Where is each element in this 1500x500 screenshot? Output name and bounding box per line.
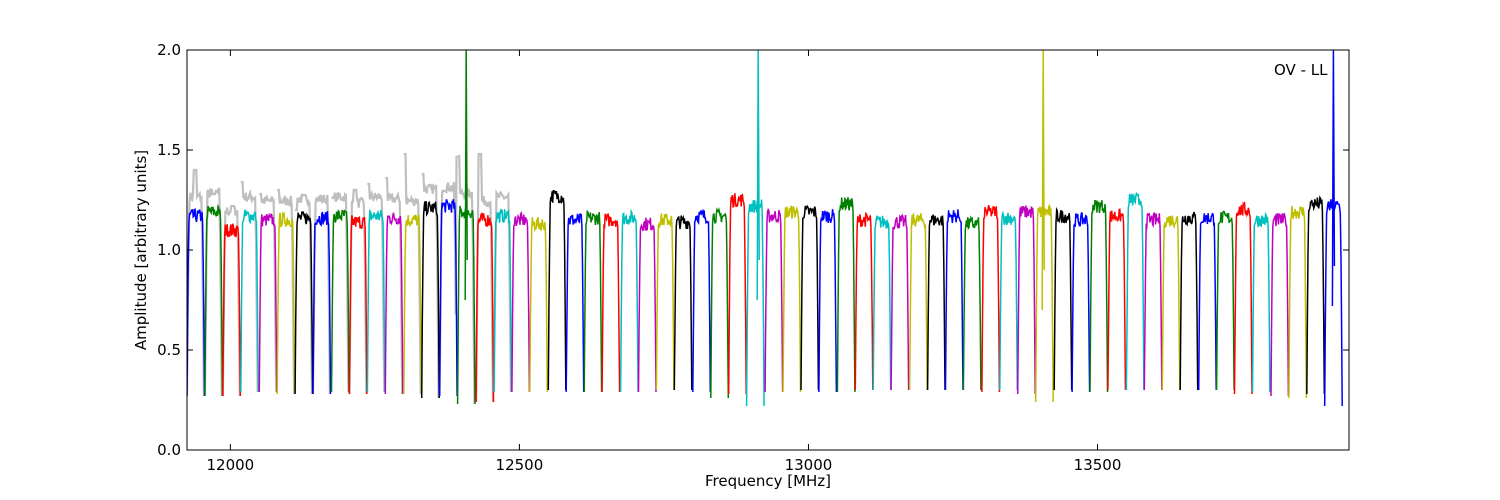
band-trace [258,212,278,393]
band-trace [366,209,386,393]
band-trace [330,209,350,393]
x-tick-label: 13000 [785,456,833,474]
band-trace [782,205,802,393]
y-tick-label: 1.5 [157,141,181,159]
y-tick-label: 1.0 [157,241,181,259]
band-trace [348,215,368,395]
band-trace [908,213,928,391]
x-tick-label: 12500 [496,456,544,474]
band-trace [1125,191,1145,391]
band-trace [944,209,964,391]
band-trace [800,204,820,391]
spike-trace [1331,50,1336,307]
band-trace [438,199,458,397]
band-trace [493,208,513,393]
band-trace [1089,199,1109,393]
band-trace [818,209,838,393]
band-trace [1270,213,1290,397]
band-trace [1215,210,1235,391]
band-trace [1161,215,1181,391]
series-layer [187,50,1343,407]
band-trace [403,214,423,395]
band-trace [854,211,874,391]
spike-trace [1041,50,1045,311]
band-trace [294,211,314,395]
y-tick-label: 0.0 [157,441,181,459]
x-tick-label: 12000 [206,456,254,474]
band-trace [619,208,639,393]
band-trace [276,211,296,395]
band-trace [583,209,603,393]
band-trace [890,214,910,391]
spike-trace [756,50,760,301]
y-tick-label: 2.0 [157,41,181,59]
band-trace [1197,212,1217,391]
y-axis-ticks: 0.0 0.5 1.0 1.5 2.0 [157,41,1349,459]
band-trace [692,208,712,393]
plot-background [187,50,1349,450]
band-trace [1251,211,1271,393]
band-trace [999,210,1019,391]
spike-trace [464,50,468,301]
band-trace [926,214,946,391]
band-trace [547,190,567,391]
band-trace [1016,205,1036,395]
band-trace [727,193,747,395]
band-trace [764,207,784,393]
background-trace [187,152,512,405]
band-trace [1179,211,1199,391]
band-trace [240,209,260,393]
y-tick-label: 0.5 [157,341,181,359]
band-trace [1288,205,1308,399]
x-axis-label: Frequency [MHz] [705,472,831,490]
band-trace [836,197,856,393]
band-trace [981,204,1001,393]
band-trace [204,204,224,397]
y-axis-label: Amplitude [arbitrary units] [132,150,150,350]
band-trace [655,213,675,391]
band-trace [872,215,892,391]
band-trace [187,208,206,397]
band-trace [529,217,549,393]
band-trace [1306,195,1326,395]
band-trace [710,207,730,399]
band-trace [384,212,404,395]
band-trace [420,200,440,399]
band-trace [962,215,982,391]
band-trace [1071,212,1091,393]
band-trace [1233,200,1253,395]
band-trace [1143,212,1163,391]
band-trace [565,213,585,393]
band-trace [1107,208,1127,391]
band-trace [222,223,242,397]
band-trace [475,212,495,403]
band-trace [601,213,621,393]
annotation-label: OV - LL [1274,61,1328,79]
band-trace [745,199,765,407]
band-trace [673,214,693,391]
x-axis-ticks: 12000 12500 13000 13500 [206,50,1121,474]
band-trace [511,210,531,393]
band-trace [312,211,332,395]
x-tick-label: 13500 [1074,456,1122,474]
band-trace [1053,206,1073,391]
band-trace [637,217,657,393]
